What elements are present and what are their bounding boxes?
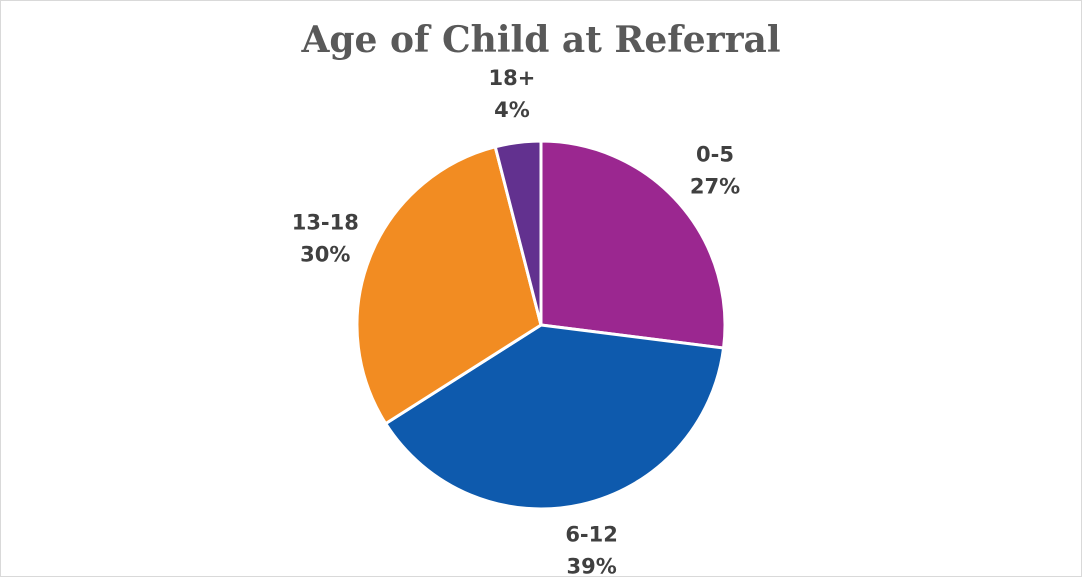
slice-value-label: 39%: [566, 554, 616, 577]
slice-category-label: 0-5: [696, 143, 734, 167]
slice-category-label: 13-18: [292, 211, 359, 235]
slice-value-label: 27%: [690, 175, 740, 199]
pie-slice: [355, 144, 543, 426]
slice-category-label: 6-12: [565, 522, 618, 546]
pie-slice: [539, 139, 727, 350]
pie-slice: [493, 139, 543, 326]
slice-category-label: 18+: [489, 66, 536, 90]
slice-value-label: 4%: [494, 98, 530, 122]
slice-value-label: 30%: [300, 243, 350, 267]
chart-title: Age of Child at Referral: [300, 19, 780, 61]
